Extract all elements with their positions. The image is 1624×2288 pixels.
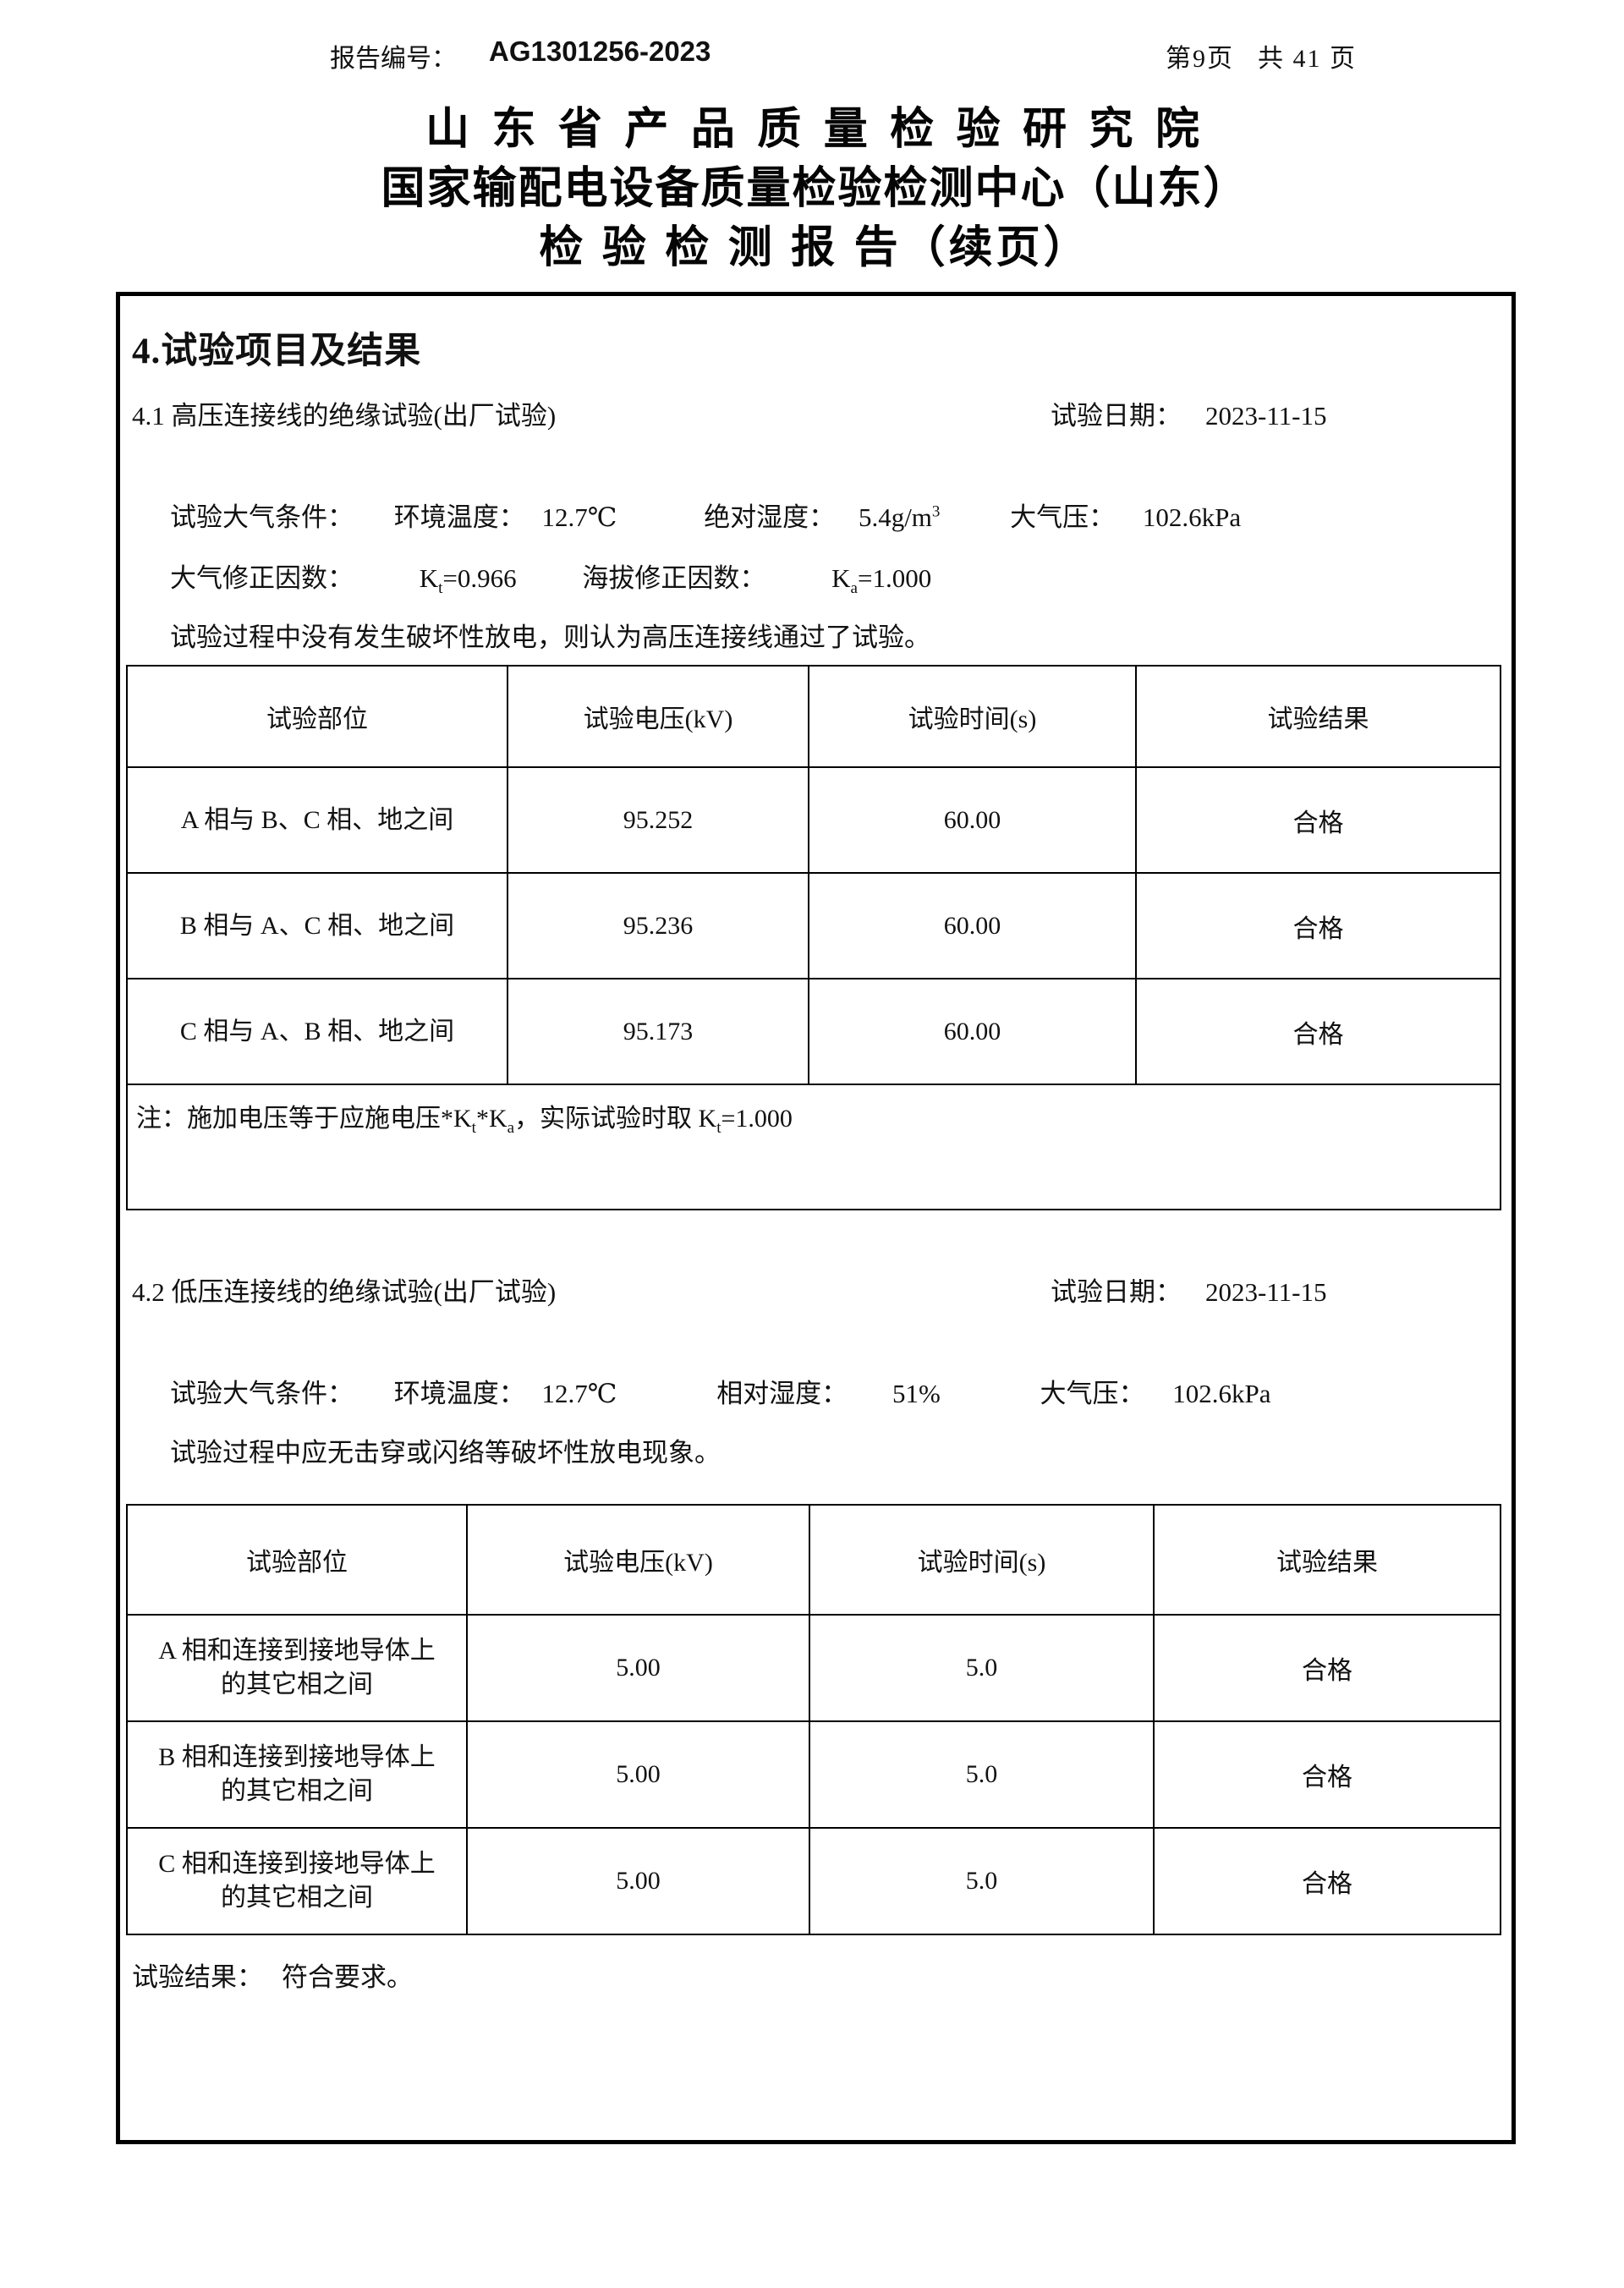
test1-date-value: 2023-11-15 [1205, 401, 1327, 431]
ka-value: Ka=1.000 [831, 563, 932, 598]
ka-subscript: a [850, 579, 858, 598]
result-cell: 合格 [1135, 766, 1501, 874]
altitude-correction-label: 海拔修正因数： [582, 563, 766, 593]
test2-heading: 4.2 低压连接线的绝缘试验(出厂试验) [132, 1277, 557, 1307]
humidity-superscript: 3 [931, 502, 941, 521]
table-row: C 相和连接到接地导体上 的其它相之间 5.00 5.0 合格 [126, 1827, 1501, 1935]
test1-temp-value: 12.7℃ [541, 502, 617, 532]
center-title: 国家输配电设备质量检验检测中心（山东） [381, 164, 1249, 213]
test2-pressure-label: 大气压： [1040, 1379, 1145, 1408]
table-note-row: 注：施加电压等于应施电压*Kt*Ka，实际试验时取 Kt=1.000 [126, 1084, 1501, 1210]
result-cell: 合格 [1153, 1720, 1501, 1829]
test1-table-header-row: 试验部位 试验电压(kV) 试验时间(s) 试验结果 [126, 665, 1501, 768]
part-cell: C 相与 A、B 相、地之间 [126, 978, 508, 1085]
time-cell: 60.00 [808, 766, 1137, 874]
test2-table-header-row: 试验部位 试验电压(kV) 试验时间(s) 试验结果 [126, 1504, 1501, 1616]
test2-date-label: 试验日期： [1051, 1277, 1182, 1307]
voltage-cell: 95.236 [507, 872, 809, 979]
table-row: A 相和连接到接地导体上 的其它相之间 5.00 5.0 合格 [126, 1614, 1501, 1722]
correction-label: 大气修正因数： [170, 563, 354, 593]
note-cell: 注：施加电压等于应施电压*Kt*Ka，实际试验时取 Kt=1.000 [126, 1084, 1501, 1210]
column-header-voltage: 试验电压(kV) [466, 1504, 810, 1616]
page-total: 共 41 页 [1258, 45, 1357, 73]
test2-temp-label: 环境温度： [393, 1379, 525, 1408]
result-cell: 合格 [1135, 872, 1501, 979]
note-ka-subscript: a [507, 1119, 515, 1137]
test1-humidity-label: 绝对湿度： [704, 502, 836, 532]
report-number-label: 报告编号： [330, 45, 457, 73]
column-header-result: 试验结果 [1135, 665, 1501, 768]
part-cell: C 相和连接到接地导体上 的其它相之间 [126, 1827, 468, 1935]
table-row: B 相和连接到接地导体上 的其它相之间 5.00 5.0 合格 [126, 1720, 1501, 1829]
test2-pressure-value: 102.6kPa [1172, 1379, 1271, 1408]
column-header-voltage: 试验电压(kV) [507, 665, 809, 768]
result-cell: 合格 [1153, 1614, 1501, 1722]
test1-table: 试验部位 试验电压(kV) 试验时间(s) 试验结果 A 相与 B、C 相、地之… [126, 665, 1501, 1210]
test2-temp-value: 12.7℃ [541, 1379, 617, 1408]
test1-humidity-value: 5.4g/m3 [858, 502, 941, 532]
column-header-part: 试验部位 [126, 1504, 468, 1616]
time-cell: 60.00 [808, 872, 1137, 979]
final-result-label: 试验结果： [132, 1962, 263, 1992]
part-cell: A 相和连接到接地导体上 的其它相之间 [126, 1614, 468, 1722]
column-header-time: 试验时间(s) [809, 1504, 1155, 1616]
report-number-value: AG1301256-2023 [489, 36, 711, 67]
time-cell: 5.0 [809, 1827, 1155, 1935]
test2-table: 试验部位 试验电压(kV) 试验时间(s) 试验结果 A 相和连接到接地导体上 … [126, 1504, 1501, 1935]
kt-value: Kt=0.966 [419, 563, 517, 598]
test1-statement: 试验过程中没有发生破坏性放电，则认为高压连接线通过了试验。 [170, 623, 930, 652]
part-cell: B 相和连接到接地导体上 的其它相之间 [126, 1720, 468, 1829]
part-cell: B 相与 A、C 相、地之间 [126, 872, 508, 979]
test2-humidity-label: 相对湿度： [716, 1379, 848, 1408]
test1-conditions-label: 试验大气条件： [170, 502, 354, 532]
column-header-time: 试验时间(s) [808, 665, 1137, 768]
test2-humidity-value: 51% [892, 1379, 941, 1408]
voltage-cell: 5.00 [466, 1720, 810, 1829]
result-cell: 合格 [1153, 1827, 1501, 1935]
voltage-cell: 5.00 [466, 1827, 810, 1935]
column-header-result: 试验结果 [1153, 1504, 1501, 1616]
page-indicator: 第9页共 41 页 [1166, 37, 1380, 74]
test1-pressure-label: 大气压： [1010, 502, 1116, 532]
test2-conditions: 试验大气条件： 环境温度： 12.7℃ 相对湿度： 51% 大气压： 102.6… [170, 1372, 1271, 1410]
table-row: A 相与 B、C 相、地之间 95.252 60.00 合格 [126, 766, 1501, 874]
table-row: B 相与 A、C 相、地之间 95.236 60.00 合格 [126, 872, 1501, 979]
result-cell: 合格 [1135, 978, 1501, 1085]
test1-heading: 4.1 高压连接线的绝缘试验(出厂试验) [132, 401, 557, 431]
note-kt-subscript: t [471, 1119, 476, 1137]
time-cell: 60.00 [808, 978, 1137, 1085]
final-result: 试验结果： 符合要求。 [132, 1956, 413, 1994]
column-header-part: 试验部位 [126, 665, 508, 768]
test1-conditions: 试验大气条件： 环境温度： 12.7℃ 绝对湿度： 5.4g/m3 大气压： 1… [170, 496, 1241, 534]
test1-heading-row: 4.1 高压连接线的绝缘试验(出厂试验) 试验日期： 2023-11-15 [120, 394, 1512, 431]
institute-title: 山 东 省 产 品 质 量 检 验 研 究 院 [425, 105, 1204, 154]
kt-subscript: t [438, 579, 443, 598]
test1-temp-label: 环境温度： [393, 502, 525, 532]
test1-correction-factors: 大气修正因数： Kt=0.966 海拔修正因数： Ka=1.000 [170, 557, 931, 598]
page-current: 第9页 [1166, 45, 1234, 73]
title-block: 山 东 省 产 品 质 量 检 验 研 究 院 国家输配电设备质量检验检测中心（… [116, 100, 1514, 277]
test1-pressure-value: 102.6kPa [1142, 502, 1242, 532]
section-title: 4.试验项目及结果 [132, 332, 422, 371]
voltage-cell: 5.00 [466, 1614, 810, 1722]
content-box: 4.试验项目及结果 4.1 高压连接线的绝缘试验(出厂试验) 试验日期： 2023… [116, 292, 1516, 2144]
test2-conditions-label: 试验大气条件： [170, 1379, 354, 1408]
test2-heading-row: 4.2 低压连接线的绝缘试验(出厂试验) 试验日期： 2023-11-15 [120, 1270, 1512, 1308]
time-cell: 5.0 [809, 1614, 1155, 1722]
table-row: C 相与 A、B 相、地之间 95.173 60.00 合格 [126, 978, 1501, 1085]
part-cell: A 相与 B、C 相、地之间 [126, 766, 508, 874]
time-cell: 5.0 [809, 1720, 1155, 1829]
note-kt2-subscript: t [716, 1119, 721, 1137]
voltage-cell: 95.173 [507, 978, 809, 1085]
voltage-cell: 95.252 [507, 766, 809, 874]
test1-date: 试验日期： 2023-11-15 [1051, 394, 1327, 432]
document-header: 报告编号： AG1301256-2023 第9页共 41 页 [0, 36, 1624, 73]
final-result-value: 符合要求。 [282, 1962, 413, 1992]
test2-date-value: 2023-11-15 [1205, 1277, 1327, 1307]
test2-date: 试验日期： 2023-11-15 [1051, 1270, 1327, 1309]
report-title: 检 验 检 测 报 告（续页） [539, 223, 1091, 272]
test1-date-label: 试验日期： [1051, 401, 1182, 431]
test2-statement: 试验过程中应无击穿或闪络等破坏性放电现象。 [170, 1438, 721, 1468]
